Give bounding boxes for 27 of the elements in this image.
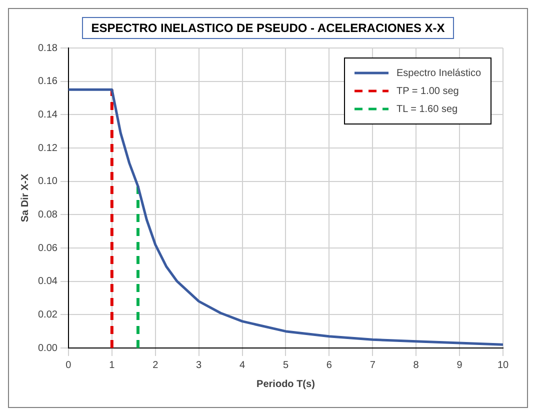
legend-label: TL = 1.60 seg xyxy=(396,104,458,115)
x-tick-label: 0 xyxy=(66,360,72,371)
x-tick-label: 3 xyxy=(196,360,202,371)
x-tick-label: 4 xyxy=(239,360,246,371)
y-tick-label: 0.18 xyxy=(38,42,58,54)
y-tick-label: 0.14 xyxy=(38,109,58,120)
y-tick-label: 0.00 xyxy=(38,342,58,354)
x-tick-label: 8 xyxy=(413,360,420,371)
chart-title: ESPECTRO INELASTICO DE PSEUDO - ACELERACIONES X-X xyxy=(82,17,454,39)
y-axis-title: Sa Dir X-X xyxy=(20,174,31,222)
y-tick-label: 0.12 xyxy=(38,142,58,154)
y-tick-label: 0.16 xyxy=(38,76,58,88)
y-tick-label: 0.10 xyxy=(38,176,58,188)
legend-label: TP = 1.00 seg xyxy=(396,86,459,97)
x-tick-label: 5 xyxy=(282,360,289,371)
legend-label: Espectro Inelástico xyxy=(396,68,482,79)
y-tick-label: 0.08 xyxy=(38,209,58,220)
y-tick-label: 0.04 xyxy=(38,276,58,288)
x-tick-label: 1 xyxy=(109,360,116,371)
x-tick-label: 7 xyxy=(370,360,376,371)
x-tick-label: 6 xyxy=(326,360,332,371)
y-tick-label: 0.06 xyxy=(38,242,58,254)
x-tick-label: 9 xyxy=(456,360,463,371)
x-tick-label: 10 xyxy=(497,360,509,371)
y-tick-label: 0.02 xyxy=(38,309,58,320)
x-tick-label: 2 xyxy=(152,360,159,371)
x-axis-title: Periodo T(s) xyxy=(256,378,315,390)
